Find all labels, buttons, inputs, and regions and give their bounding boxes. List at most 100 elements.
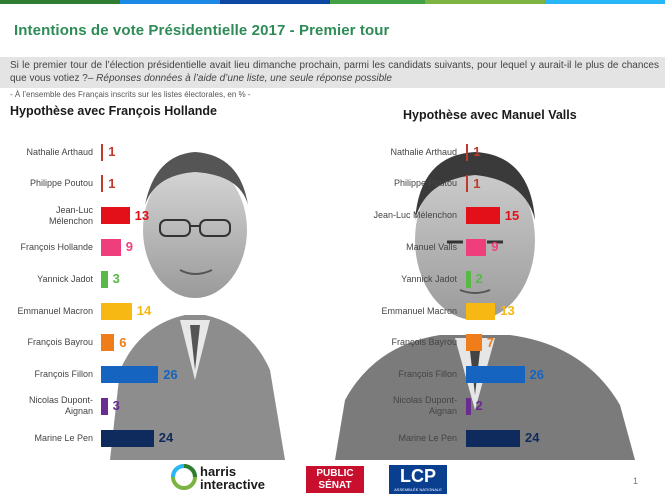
candidate-label: Yannick Jadot: [347, 274, 457, 285]
chart-title-hollande: Hypothèse avec François Hollande: [10, 104, 218, 118]
bar-macron: [101, 302, 132, 320]
value-label-poutou: 1: [108, 175, 116, 191]
value-label-lepen: 24: [525, 430, 540, 446]
candidate-label: Marine Le Pen: [347, 433, 457, 444]
page-number: 1: [633, 476, 639, 486]
candidate-label: François Bayrou: [0, 337, 93, 348]
bar-lepen: [101, 429, 154, 447]
bar-bayrou: [101, 334, 115, 352]
candidate-label: Jean-Luc Mélenchon: [0, 205, 93, 227]
candidate-label-line: Mélenchon: [48, 215, 93, 226]
candidate-label-line: Aignan: [64, 406, 93, 417]
candidate-label-line: Philippe Poutou: [393, 178, 457, 189]
value-label-melenchon: 13: [134, 207, 150, 223]
candidate-label: Nathalie Arthaud: [347, 147, 457, 158]
candidate-label-line: Manuel Valls: [406, 241, 457, 252]
value-label-macron: 14: [136, 303, 152, 318]
candidate-label: Jean-Luc Mélenchon: [347, 210, 457, 221]
portrait-hollande: [110, 152, 285, 460]
candidate-label-line: François Hollande: [20, 241, 93, 252]
bar-dupont: [101, 397, 108, 415]
value-label-melenchon: 15: [504, 207, 520, 223]
candidate-label-line: François Bayrou: [391, 337, 457, 348]
bar-valls: [466, 238, 487, 256]
bar-macron: [466, 302, 496, 320]
survey-question: Si le premier tour de l’élection préside…: [0, 57, 665, 88]
value-label-jadot: 3: [112, 271, 120, 287]
value-label-macron: 13: [500, 303, 515, 318]
public-senat-line-2: SÉNAT: [318, 480, 352, 491]
harris-logo-icon: [171, 464, 197, 490]
candidate-label-line: François Bayrou: [27, 337, 93, 348]
candidate-label: Nicolas Dupont- Aignan: [347, 395, 457, 417]
value-label-dupont: 3: [112, 398, 120, 414]
candidate-label-line: Philippe Poutou: [29, 178, 93, 189]
lcp-logo: LCP: [389, 465, 447, 494]
chart-title-valls: Hypothèse avec Manuel Valls: [403, 108, 577, 122]
bar-fillon: [101, 366, 159, 384]
harris-logo-text: harris interactive: [200, 465, 265, 491]
top-color-stripe: [0, 0, 665, 4]
candidate-label: Philippe Poutou: [347, 178, 457, 189]
survey-scope: - À l’ensemble des Français inscrits sur…: [10, 90, 251, 99]
harris-line-2: interactive: [200, 477, 266, 492]
lcp-logo-subtitle: ASSEMBLÉE NATIONALE: [394, 487, 442, 492]
bar-jadot: [466, 270, 471, 288]
candidate-label: Manuel Valls: [347, 242, 457, 253]
bar-melenchon: [101, 207, 130, 225]
candidate-label-line: Jean-Luc: [55, 204, 93, 215]
value-label-valls: 9: [491, 239, 499, 255]
bar-melenchon: [466, 207, 500, 225]
value-label-fillon: 26: [529, 366, 544, 382]
candidate-label-line: Marine Le Pen: [34, 432, 93, 443]
value-label-dupont: 2: [475, 398, 483, 414]
candidate-label: François Fillon: [347, 369, 457, 380]
candidate-label-line: Aignan: [428, 406, 457, 417]
candidate-label: Nicolas Dupont- Aignan: [0, 395, 93, 417]
value-label-jadot: 2: [475, 271, 483, 287]
candidate-label: François Hollande: [0, 242, 93, 253]
candidate-label-line: Yannick Jadot: [401, 273, 457, 284]
bar-dupont: [466, 397, 471, 415]
question-italic: Réponses données à l’aide d’une liste, u…: [96, 73, 392, 84]
candidate-label-line: François Fillon: [398, 369, 457, 380]
candidate-label-line: Jean-Luc Mélenchon: [373, 210, 457, 221]
candidate-label: Emmanuel Macron: [347, 306, 457, 317]
bar-fillon: [466, 366, 525, 384]
candidate-label: François Fillon: [0, 369, 93, 380]
value-label-bayrou: 6: [119, 334, 127, 350]
candidate-label-line: Nicolas Dupont-: [28, 395, 93, 406]
public-senat-logo: PUBLIC SÉNAT: [306, 466, 364, 493]
harris-line-1: harris: [200, 464, 237, 479]
bar-arthaud: [101, 143, 104, 161]
candidate-label: Emmanuel Macron: [0, 306, 93, 317]
candidate-label: Nathalie Arthaud: [0, 147, 93, 158]
value-label-hollande: 9: [125, 239, 134, 255]
candidate-label: Marine Le Pen: [0, 433, 93, 444]
candidate-label-line: Nicolas Dupont-: [392, 395, 457, 406]
candidate-label-line: François Fillon: [34, 369, 93, 380]
candidate-label: Philippe Poutou: [0, 178, 93, 189]
bar-arthaud: [466, 143, 469, 161]
value-label-lepen: 24: [158, 430, 174, 446]
candidate-label-line: Yannick Jadot: [37, 273, 93, 284]
bar-lepen: [466, 429, 520, 447]
candidate-label-line: Nathalie Arthaud: [26, 146, 93, 157]
value-label-arthaud: 1: [108, 144, 116, 159]
bar-poutou: [466, 175, 469, 193]
candidate-label-line: Emmanuel Macron: [381, 305, 457, 316]
bar-poutou: [101, 175, 104, 193]
public-senat-line-1: PUBLIC: [316, 468, 354, 479]
candidate-label-line: Marine Le Pen: [398, 432, 457, 443]
value-label-arthaud: 1: [473, 144, 481, 159]
candidate-label-line: Emmanuel Macron: [17, 305, 93, 316]
candidate-label: François Bayrou: [347, 337, 457, 348]
value-label-poutou: 1: [473, 175, 481, 191]
candidate-label-line: Nathalie Arthaud: [390, 146, 457, 157]
value-label-fillon: 26: [163, 366, 178, 382]
value-label-bayrou: 7: [486, 334, 494, 350]
candidate-label: Yannick Jadot: [0, 274, 93, 285]
page-title: Intentions de vote Présidentielle 2017 -…: [14, 22, 390, 39]
bar-jadot: [101, 270, 108, 288]
bar-hollande: [101, 238, 121, 256]
